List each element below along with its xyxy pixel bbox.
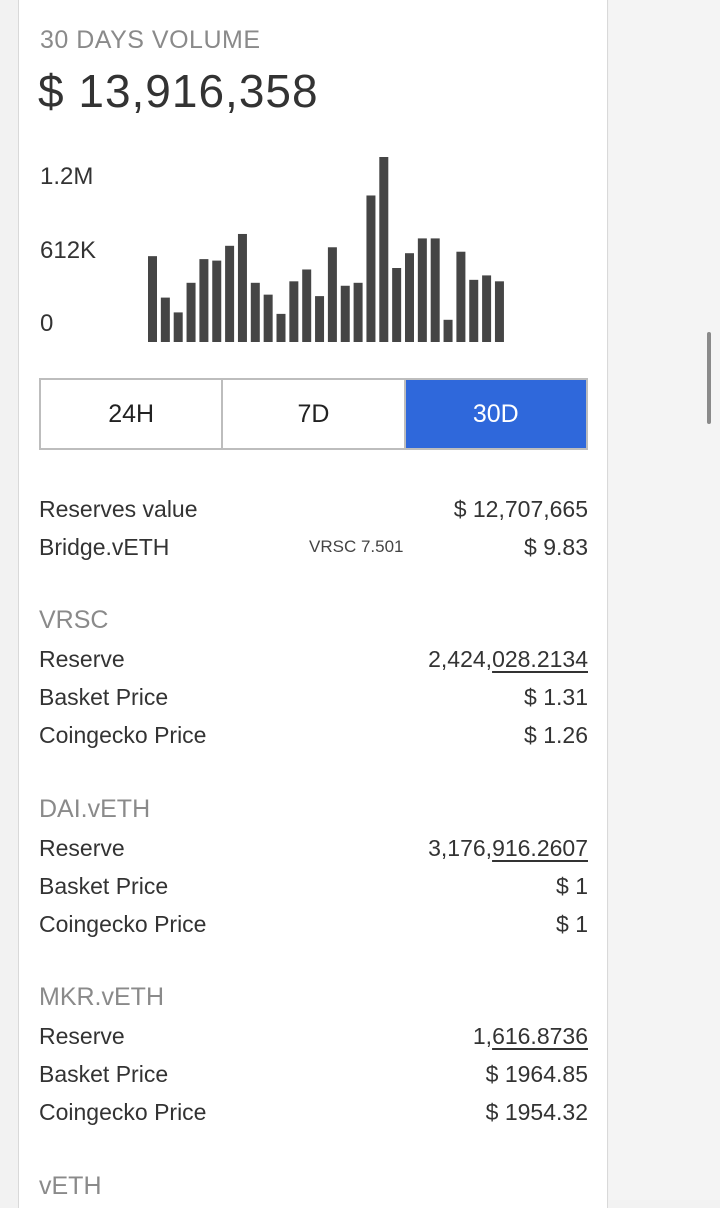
basket-price-row: Basket Price $ 1 (39, 869, 588, 903)
currency-title-dai: DAI.vETH (39, 795, 151, 823)
volume-bar (392, 268, 402, 342)
reserve-label: Reserve (39, 834, 125, 861)
volume-bar-chart (148, 157, 504, 342)
basket-price-value: $ 1964.85 (485, 1060, 588, 1087)
basket-price-row: Basket Price $ 1.31 (39, 680, 588, 714)
coingecko-price-row: Coingecko Price $ 1 (39, 907, 588, 941)
reserve-amount-int: 3,176, (428, 834, 493, 861)
volume-bar (494, 281, 504, 342)
currency-title-vrsc: VRSC (39, 606, 109, 634)
bridge-label: Bridge.vETH (39, 533, 170, 560)
reserve-row: Reserve 1,616.8736 (39, 1019, 588, 1053)
volume-bar (353, 282, 363, 342)
coingecko-price-value: $ 1954.32 (485, 1098, 588, 1125)
reserve-row: Reserve 2,424,028.2134 (39, 642, 588, 676)
reserve-row: Reserve 3,176,916.2607 (39, 831, 588, 865)
y-tick-label: 1.2M (40, 163, 94, 190)
volume-bar (225, 245, 235, 342)
volume-bar (327, 247, 337, 342)
y-tick-label: 0 (40, 310, 54, 337)
basket-price-label: Basket Price (39, 683, 169, 710)
range-7d-button[interactable]: 7D (223, 380, 406, 448)
volume-bar (199, 259, 209, 342)
volume-bar (456, 251, 466, 342)
coingecko-price-label: Coingecko Price (39, 721, 207, 748)
reserve-label: Reserve (39, 1022, 125, 1049)
bridge-row: Bridge.vETH VRSC 7.501 $ 9.83 (39, 530, 588, 564)
range-selector: 24H 7D 30D (39, 378, 588, 450)
reserves-value-amount: $ 12,707,665 (453, 495, 588, 522)
volume-bar (289, 281, 299, 342)
volume-bar (160, 297, 170, 342)
coingecko-price-label: Coingecko Price (39, 1098, 207, 1125)
volume-bar (379, 157, 389, 342)
volume-bar (302, 269, 312, 342)
volume-bar (186, 282, 196, 342)
reserves-value-label: Reserves value (39, 495, 198, 522)
page-gutter (609, 0, 720, 1200)
volume-bar (482, 275, 492, 342)
coingecko-price-value: $ 1 (556, 910, 588, 937)
reserve-amount[interactable]: 2,424,028.2134 (428, 646, 588, 673)
reserve-label: Reserve (39, 645, 125, 672)
currency-title-veth: vETH (39, 1172, 102, 1200)
basket-price-value: $ 1 (556, 872, 588, 899)
volume-bar (263, 294, 273, 342)
volume-bar (237, 233, 247, 342)
basket-price-label: Basket Price (39, 872, 169, 899)
reserve-amount-frac[interactable]: 616.8736 (492, 1022, 588, 1049)
volume-bar (148, 256, 157, 342)
reserve-amount[interactable]: 3,176,916.2607 (428, 835, 588, 862)
coingecko-price-row: Coingecko Price $ 1.26 (39, 718, 588, 752)
volume-bar (366, 195, 376, 342)
reserves-value-row: Reserves value $ 12,707,665 (39, 492, 588, 526)
volume-bar (430, 238, 440, 342)
volume-bar (212, 260, 222, 342)
basket-price-label: Basket Price (39, 1060, 169, 1087)
bridge-value: $ 9.83 (524, 533, 588, 560)
coingecko-price-value: $ 1.26 (524, 721, 588, 748)
reserve-amount-int: 2,424, (428, 645, 493, 672)
reserve-amount-frac[interactable]: 916.2607 (492, 834, 588, 861)
volume-bar (315, 296, 325, 342)
range-24h-button[interactable]: 24H (41, 380, 224, 448)
coingecko-price-label: Coingecko Price (39, 910, 207, 937)
y-tick-label: 612K (40, 237, 97, 264)
volume-bar (276, 313, 286, 342)
scrollbar-thumb[interactable] (707, 332, 711, 424)
bridge-vrsc-price: VRSC 7.501 (309, 537, 404, 556)
basket-price-value: $ 1.31 (524, 683, 588, 710)
volume-bar (340, 285, 350, 342)
range-30d-button[interactable]: 30D (405, 380, 586, 448)
coingecko-price-row: Coingecko Price $ 1954.32 (39, 1095, 588, 1129)
volume-bar (469, 279, 479, 342)
reserve-amount[interactable]: 1,616.8736 (473, 1023, 588, 1050)
volume-panel (18, 0, 608, 1208)
reserve-amount-int: 1, (472, 1022, 493, 1049)
volume-bar (250, 282, 260, 342)
volume-bar (173, 312, 183, 342)
volume-bar (417, 238, 427, 342)
volume-bar (443, 319, 453, 342)
currency-title-mkr: MKR.vETH (39, 983, 164, 1011)
reserve-amount-frac[interactable]: 028.2134 (492, 645, 588, 672)
volume-value: $ 13,916,358 (38, 65, 319, 117)
volume-label: 30 DAYS VOLUME (40, 26, 261, 54)
basket-price-row: Basket Price $ 1964.85 (39, 1057, 588, 1091)
volume-bar (405, 253, 414, 342)
